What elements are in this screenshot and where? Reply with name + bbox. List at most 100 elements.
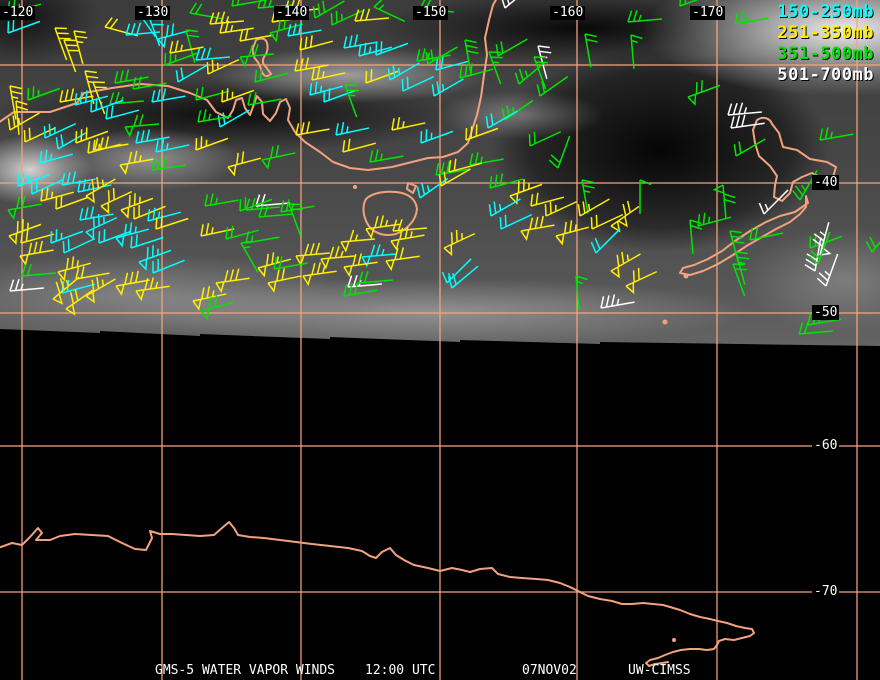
wind-barb (575, 275, 588, 310)
wind-barb (712, 184, 736, 219)
wind-barb (84, 70, 99, 105)
wind-barb (577, 198, 610, 217)
wind-barb (343, 282, 378, 297)
coastline-salt_lakes (251, 37, 272, 78)
wind-barb (7, 19, 41, 34)
wind-barb (375, 41, 409, 56)
latitude-label: -70 (812, 584, 840, 599)
wind-barb (495, 38, 528, 57)
wind-barb (261, 145, 296, 170)
wind-barb (94, 136, 129, 151)
wind-barb (687, 80, 721, 106)
wind-barb (385, 247, 420, 272)
wind-barb (151, 156, 186, 171)
wind-barb (119, 150, 154, 175)
wind-barb (43, 122, 77, 139)
wind-barb (155, 215, 189, 230)
wind-barb (448, 158, 483, 173)
wind-barb (581, 179, 595, 214)
wind-barb (151, 88, 186, 103)
wind-barb (30, 178, 64, 195)
wind-barb (245, 231, 280, 244)
longitude-label: -130 (135, 5, 171, 20)
wind-barb (175, 64, 208, 83)
wind-barb (9, 85, 23, 120)
valid-time: 12:00 UTC (365, 663, 436, 678)
wind-barb (627, 9, 662, 23)
wind-barb (387, 62, 420, 81)
wind-barb (373, 0, 406, 23)
wind-barb (239, 28, 274, 42)
wind-barb (420, 129, 454, 144)
legend-item-351-500mb: 351-500mb (777, 44, 874, 64)
coastline-islet (683, 273, 689, 279)
wind-barb (257, 252, 292, 278)
wind-barb (590, 228, 621, 254)
wind-barb (401, 75, 435, 92)
wind-barb (206, 58, 240, 75)
wind-barb (729, 230, 745, 265)
wind-barb (758, 189, 789, 215)
wind-barb (610, 200, 640, 233)
wind-barb (240, 240, 259, 273)
wind-barb (155, 139, 190, 153)
product-title: GMS-5 WATER VAPOR WINDS (155, 663, 336, 678)
wind-barb (365, 69, 399, 84)
wind-barb (225, 225, 260, 240)
wind-barb (19, 240, 54, 266)
wind-barb (435, 56, 470, 71)
wind-barb (125, 22, 160, 36)
wind-barb (734, 11, 769, 25)
wind-barb (85, 176, 116, 204)
wind-barb (320, 246, 355, 270)
wind-barb (536, 75, 569, 97)
wind-barb (335, 122, 370, 136)
wind-barb (358, 270, 393, 284)
wind-barb (544, 200, 578, 217)
wind-barb (732, 263, 747, 297)
wind-barb (464, 39, 479, 74)
wind-barb (54, 27, 71, 61)
wind-barb (309, 81, 344, 96)
wind-barb (630, 34, 643, 69)
coastline-islet (662, 319, 668, 325)
wind-barb (273, 256, 308, 270)
wind-barb (77, 179, 112, 193)
wind-barb (391, 117, 426, 131)
wind-barb (804, 237, 822, 272)
wind-barb (808, 231, 831, 265)
latitude-label: -60 (812, 438, 840, 453)
wind-barb (441, 258, 472, 284)
wind-barb (267, 268, 302, 293)
wind-barb (431, 78, 464, 97)
legend-item-251-350mb: 251-350mb (777, 23, 874, 43)
wind-barb (73, 30, 88, 65)
wind-barb (115, 270, 150, 296)
wind-barb (200, 295, 235, 321)
wind-barb (311, 67, 346, 81)
wind-barb (52, 276, 80, 305)
wind-barb (50, 229, 84, 244)
wind-barb (438, 168, 471, 187)
wind-barb (679, 0, 713, 7)
wind-barb (239, 197, 273, 212)
wind-barb (189, 2, 224, 20)
wind-barb (312, 0, 345, 19)
wind-barb (287, 22, 322, 37)
wind-barb (20, 229, 55, 244)
wind-barb (65, 288, 95, 316)
wind-barb (459, 63, 494, 79)
wind-barb (62, 237, 96, 254)
coastline-bass_islets (406, 182, 417, 194)
wind-barb (114, 69, 149, 84)
wind-barb (469, 152, 504, 166)
wind-barb (59, 88, 94, 103)
coastline-islet (672, 638, 676, 642)
wind-barb (138, 245, 172, 271)
wind-barb (63, 39, 80, 73)
wind-barb (130, 234, 164, 249)
wind-barb (215, 268, 250, 294)
wind-barb (500, 0, 532, 9)
coastline-antarctica (0, 521, 755, 667)
coastline-tasmania (362, 190, 418, 236)
